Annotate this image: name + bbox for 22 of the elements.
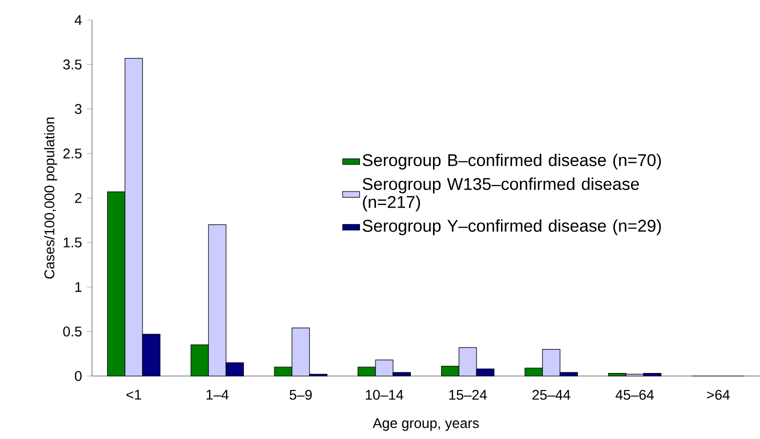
x-tick-label: 10–14: [366, 390, 404, 400]
legend-label: Serogroup W135–confirmed disease (n=217): [362, 178, 639, 212]
legend-label: Serogroup B–confirmed disease (n=70): [362, 154, 661, 170]
y-tick-label: 1.5: [64, 238, 82, 248]
y-tick-label: 0: [74, 371, 82, 381]
y-tick-label: 0.5: [63, 326, 82, 336]
y-tick-label: 3.5: [63, 60, 82, 70]
y-tick-label: 3: [74, 104, 82, 114]
x-tick-label: 5–9: [290, 390, 312, 400]
y-tick-label: 2.5: [63, 148, 82, 158]
x-tick-label: 1–4: [206, 390, 229, 400]
x-tick-label: 15–24: [449, 390, 487, 400]
x-tick-label: 25–44: [532, 390, 570, 400]
x-axis-title: Age group, years: [372, 418, 479, 431]
y-tick-label: 1: [75, 282, 82, 292]
y-axis-title: Cases/100,000 population: [44, 118, 58, 279]
legend-label: Serogroup Y–confirmed disease (n=29): [362, 219, 661, 236]
y-tick-label: 2: [75, 193, 82, 203]
y-tick-label: 4: [74, 15, 82, 25]
x-tick-label: 45–64: [616, 390, 654, 400]
x-tick-label: >64: [707, 390, 730, 400]
x-tick-label: <1: [126, 390, 142, 400]
